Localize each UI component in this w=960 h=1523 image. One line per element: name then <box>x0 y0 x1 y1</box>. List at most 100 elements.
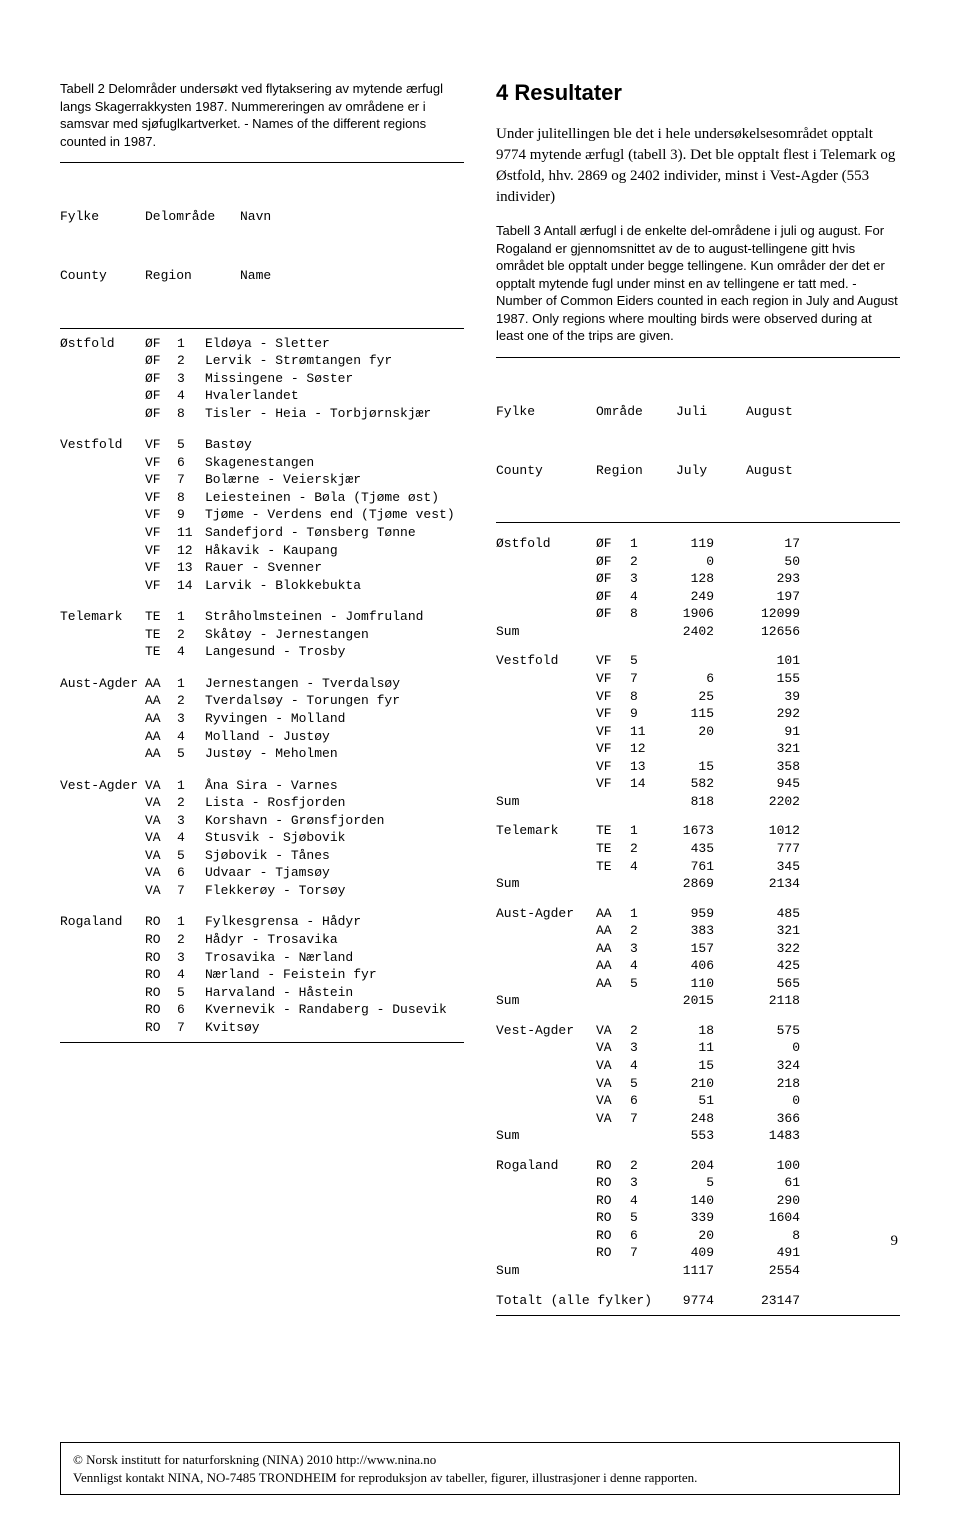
august-value: 0 <box>736 1092 806 1110</box>
table-row: RO5Harvaland - Håstein <box>145 984 464 1002</box>
region-code: ØF <box>596 588 630 606</box>
region-number: 8 <box>630 688 666 706</box>
table-row: VF76155 <box>496 670 900 688</box>
july-value: 210 <box>666 1075 736 1093</box>
region-name: Leiesteinen - Bøla (Tjøme øst) <box>205 489 464 507</box>
region-number: 1 <box>630 905 666 923</box>
region-code: VF <box>596 670 630 688</box>
august-value: 61 <box>736 1174 806 1192</box>
region-name: Håkavik - Kaupang <box>205 542 464 560</box>
t3-county-name: Vestfold <box>496 652 596 670</box>
region-code: AA <box>145 675 177 693</box>
august-value: 17 <box>736 535 806 553</box>
table-row: TE4Langesund - Trosby <box>145 643 464 661</box>
region-name: Lista - Rosfjorden <box>205 794 464 812</box>
july-value: 339 <box>666 1209 736 1227</box>
table-row: VF1315358 <box>496 758 900 776</box>
region-number: 3 <box>177 812 205 830</box>
region-code: ØF <box>596 605 630 623</box>
region-code: VA <box>145 864 177 882</box>
region-code: TE <box>596 840 630 858</box>
region-name: Kvernevik - Randaberg - Dusevik <box>205 1001 464 1019</box>
t3-hdr-fylke: Fylke <box>496 403 596 421</box>
table2-county-rows: TE1Stråholmsteinen - JomfrulandTE2Skåtøy… <box>145 608 464 661</box>
region-code: VA <box>145 829 177 847</box>
table3-caption: Tabell 3 Antall ærfugl i de enkelte del-… <box>496 222 900 345</box>
table-row: TE2Skåtøy - Jernestangen <box>145 626 464 644</box>
region-code: VA <box>596 1039 630 1057</box>
july-value: 406 <box>666 957 736 975</box>
region-name: Harvaland - Håstein <box>205 984 464 1002</box>
table-row: VA1Åna Sira - Varnes <box>145 777 464 795</box>
table-row: VA7248366 <box>496 1110 900 1128</box>
region-code: ØF <box>145 335 177 353</box>
table-row: VA415324 <box>496 1057 900 1075</box>
table3-county-block: TelemarkTE116731012TE2435777TE4761345Sum… <box>496 822 900 892</box>
t3-county-name <box>496 688 596 706</box>
region-code: TE <box>145 608 177 626</box>
t3-county-name <box>496 1174 596 1192</box>
july-value: 11 <box>666 1039 736 1057</box>
august-value: 324 <box>736 1057 806 1075</box>
region-code: VF <box>145 524 177 542</box>
region-name: Bastøy <box>205 436 464 454</box>
region-code: AA <box>596 922 630 940</box>
table-row: VA6Udvaar - Tjamsøy <box>145 864 464 882</box>
august-value: 292 <box>736 705 806 723</box>
region-name: Hådyr - Trosavika <box>205 931 464 949</box>
table-row: AA2Tverdalsøy - Torungen fyr <box>145 692 464 710</box>
table-row: RO4Nærland - Feistein fyr <box>145 966 464 984</box>
t3-county-name: Rogaland <box>496 1157 596 1175</box>
region-name: Missingene - Søster <box>205 370 464 388</box>
region-number: 2 <box>177 794 205 812</box>
region-number: 3 <box>177 710 205 728</box>
region-code: ØF <box>596 553 630 571</box>
region-name: Korshavn - Grønsfjorden <box>205 812 464 830</box>
july-value: 6 <box>666 670 736 688</box>
t3-county-name <box>496 1244 596 1262</box>
table2-county-name: Rogaland <box>60 913 145 1036</box>
region-name: Tisler - Heia - Torbjørnskjær <box>205 405 464 423</box>
table-row: RO3561 <box>496 1174 900 1192</box>
july-value: 204 <box>666 1157 736 1175</box>
rule <box>60 162 464 163</box>
region-number: 5 <box>177 436 205 454</box>
table-row: RO7Kvitsøy <box>145 1019 464 1037</box>
august-value: 425 <box>736 957 806 975</box>
sum-august: 2118 <box>736 992 806 1010</box>
region-number: 7 <box>177 1019 205 1037</box>
region-code: RO <box>145 913 177 931</box>
table-row: VF9115292 <box>496 705 900 723</box>
table-row: ØF2050 <box>496 553 900 571</box>
region-code: ØF <box>596 570 630 588</box>
table2-body: ØstfoldØF1Eldøya - SletterØF2Lervik - St… <box>60 335 464 1037</box>
region-number: 12 <box>177 542 205 560</box>
table-row: VF8Leiesteinen - Bøla (Tjøme øst) <box>145 489 464 507</box>
table-row: TE1Stråholmsteinen - Jomfruland <box>145 608 464 626</box>
region-number: 5 <box>630 1075 666 1093</box>
region-number: 5 <box>630 652 666 670</box>
table-row: AA4406425 <box>496 957 900 975</box>
table-row: AA5110565 <box>496 975 900 993</box>
table-row: Aust-AgderAA1959485 <box>496 905 900 923</box>
t3-county-name <box>496 957 596 975</box>
region-code: AA <box>145 728 177 746</box>
august-value: 218 <box>736 1075 806 1093</box>
region-code: VF <box>596 775 630 793</box>
table-row: VF11Sandefjord - Tønsberg Tønne <box>145 524 464 542</box>
table-row: VA5Sjøbovik - Tånes <box>145 847 464 865</box>
t3-county-name <box>496 758 596 776</box>
left-column: Tabell 2 Delområder undersøkt ved flytak… <box>60 80 464 1322</box>
t3-hdr-omrade: Område <box>596 403 676 421</box>
august-value: 155 <box>736 670 806 688</box>
t3-county-name <box>496 705 596 723</box>
region-name: Bolærne - Veierskjær <box>205 471 464 489</box>
region-code: RO <box>145 1019 177 1037</box>
august-value: 321 <box>736 740 806 758</box>
table-row: VF14582945 <box>496 775 900 793</box>
region-number: 3 <box>630 1174 666 1192</box>
august-value: 345 <box>736 858 806 876</box>
table-row: VF6Skagenestangen <box>145 454 464 472</box>
t3-total-label: Totalt (alle fylker) <box>496 1292 666 1310</box>
t3-hdr-july: July <box>676 462 746 480</box>
